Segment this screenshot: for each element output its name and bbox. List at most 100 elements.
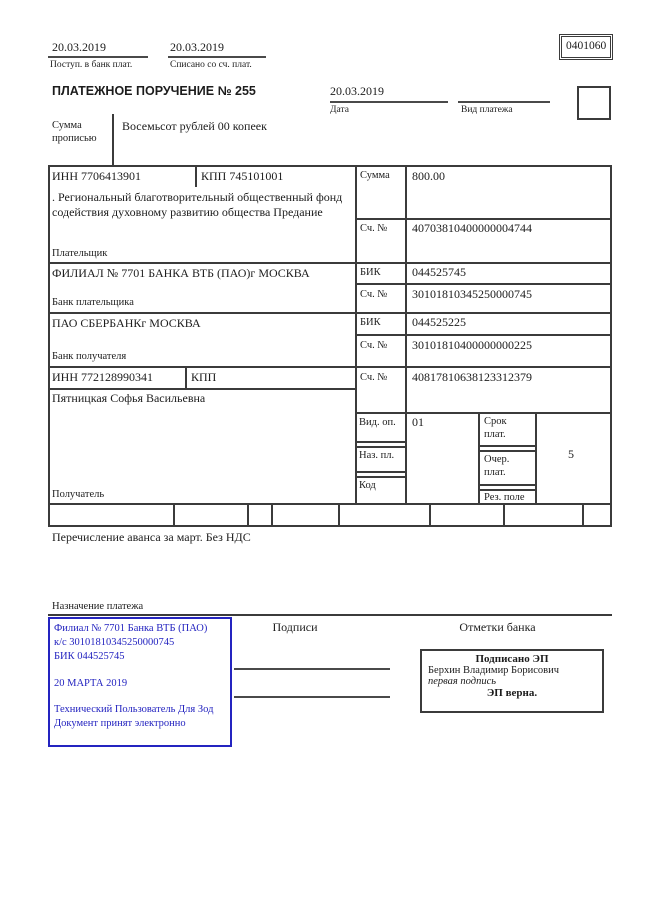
payer-bank-section-label: Банк плательщика (52, 297, 134, 308)
ops-line (478, 445, 535, 447)
received-in-bank-label: Поступ. в банк плат. (50, 60, 133, 70)
debited-date-label: Списано со сч. плат. (170, 60, 252, 70)
ops-line (355, 476, 405, 478)
sum-value: 800.00 (412, 169, 445, 183)
table-line (48, 503, 612, 505)
document-title: ПЛАТЕЖНОЕ ПОРУЧЕНИЕ № 255 (52, 84, 256, 98)
stamp-line: Технический Пользователь Для Зод (54, 704, 214, 716)
date-label: Дата (330, 105, 349, 115)
table-divider (405, 165, 407, 503)
stamp-line (54, 690, 226, 703)
payee-bank-bik-label: БИК (360, 317, 381, 328)
payment-type-label: Вид платежа (461, 105, 513, 115)
payee-bank-name: ПАО СБЕРБАНКг МОСКВА (52, 316, 201, 330)
table-line (48, 312, 612, 314)
payer-bank-account: 30101810345250000745 (412, 287, 532, 301)
payment-purpose-label: Назначение платежа (52, 601, 144, 612)
tax-row-divider (173, 503, 175, 525)
payee-account: 40817810638123312379 (412, 370, 532, 384)
ops-line (355, 446, 405, 448)
table-line (48, 262, 612, 264)
table-line (355, 283, 612, 285)
table-left-border (48, 165, 50, 525)
payee-section-label: Получатель (52, 489, 105, 500)
debited-date: 20.03.2019 (170, 40, 224, 54)
payer-bank-account-label: Сч. № (360, 289, 388, 300)
tax-row-divider (582, 503, 584, 525)
stamp-line: 20 МАРТА 2019 (54, 677, 128, 689)
received-date-underline (48, 56, 148, 58)
stamp-line: БИК 044525745 (54, 650, 125, 662)
ops-line (478, 484, 535, 486)
esign-title: Подписано ЭП (475, 653, 549, 665)
esign-name: Берхин Владимир Борисович (428, 665, 559, 676)
bank-marks-label: Отметки банка (459, 620, 536, 634)
payment-type-checkbox (577, 86, 611, 120)
amount-words-label: Сумма прописью (52, 120, 97, 145)
signature-line (234, 696, 390, 698)
table-line (48, 366, 612, 368)
table-line (355, 334, 612, 336)
payee-bank-account-label: Сч. № (360, 340, 388, 351)
table-line (355, 218, 612, 220)
table-divider (355, 165, 357, 503)
payee-inn: ИНН 772128990341 (52, 370, 153, 384)
priority-label: Очер. плат. (484, 454, 510, 479)
esign-note: первая подпись (428, 676, 497, 687)
esign-verified: ЭП верна. (486, 687, 538, 699)
op-type-value: 01 (412, 415, 424, 429)
form-code-box: 0401060 (559, 34, 613, 60)
debited-date-underline (168, 56, 266, 58)
tax-row-divider (338, 503, 340, 525)
payer-kpp: КПП 745101001 (201, 169, 284, 183)
stamp-line: Филиал № 7701 Банка ВТБ (ПАО) (54, 623, 208, 634)
bank-stamp-box: Филиал № 7701 Банка ВТБ (ПАО) к/с 301018… (48, 617, 232, 747)
payer-bank-name: ФИЛИАЛ № 7701 БАНКА ВТБ (ПАО)г МОСКВА (52, 266, 310, 280)
ops-line (478, 489, 535, 491)
tax-row-divider (503, 503, 505, 525)
table-line (355, 412, 612, 414)
electronic-signature-box: Подписано ЭП Берхин Владимир Борисович п… (420, 649, 604, 713)
tax-row-divider (247, 503, 249, 525)
payer-account: 40703810400000004744 (412, 221, 532, 235)
term-label: Срок плат. (484, 416, 507, 441)
tax-row-divider (271, 503, 273, 525)
signature-line (234, 668, 390, 670)
payer-inn: ИНН 7706413901 (52, 169, 141, 183)
received-in-bank-date: 20.03.2019 (52, 40, 106, 54)
payment-type-underline (458, 101, 550, 103)
table-line (48, 388, 355, 390)
payee-bank-account: 30101810400000000225 (412, 338, 532, 352)
payee-kpp-label: КПП (191, 370, 217, 384)
ops-line (355, 471, 405, 473)
stamp-line: Документ принят электронно (54, 718, 186, 730)
purpose-bottom-line (48, 614, 612, 616)
table-line (48, 165, 612, 167)
payee-account-label: Сч. № (360, 372, 388, 383)
ops-divider (535, 412, 537, 503)
document-date: 20.03.2019 (330, 84, 384, 98)
payer-section-label: Плательщик (52, 248, 108, 259)
payer-name: . Региональный благотворительный обществ… (52, 190, 343, 219)
priority-value: 5 (568, 447, 574, 461)
payee-bank-section-label: Банк получателя (52, 351, 127, 362)
form-code: 0401060 (566, 40, 607, 52)
reserve-label: Рез. поле (484, 492, 525, 503)
payer-account-label: Сч. № (360, 223, 388, 234)
stamp-line: к/с 30101810345250000745 (54, 636, 175, 648)
ops-line (478, 450, 535, 452)
code-label: Код (359, 480, 376, 491)
table-right-border (610, 165, 612, 525)
payee-bank-bik: 044525225 (412, 315, 466, 329)
table-line (48, 525, 612, 527)
ops-divider (478, 412, 480, 503)
payer-bank-bik: 044525745 (412, 265, 466, 279)
sum-label: Сумма (360, 170, 390, 181)
payee-name: Пятницкая Софья Васильевна (52, 391, 206, 405)
payment-purpose-text: Перечисление аванса за март. Без НДС (52, 530, 251, 544)
ops-line (355, 441, 405, 443)
payer-bank-bik-label: БИК (360, 267, 381, 278)
stamp-line (54, 664, 226, 677)
tax-row-divider (429, 503, 431, 525)
